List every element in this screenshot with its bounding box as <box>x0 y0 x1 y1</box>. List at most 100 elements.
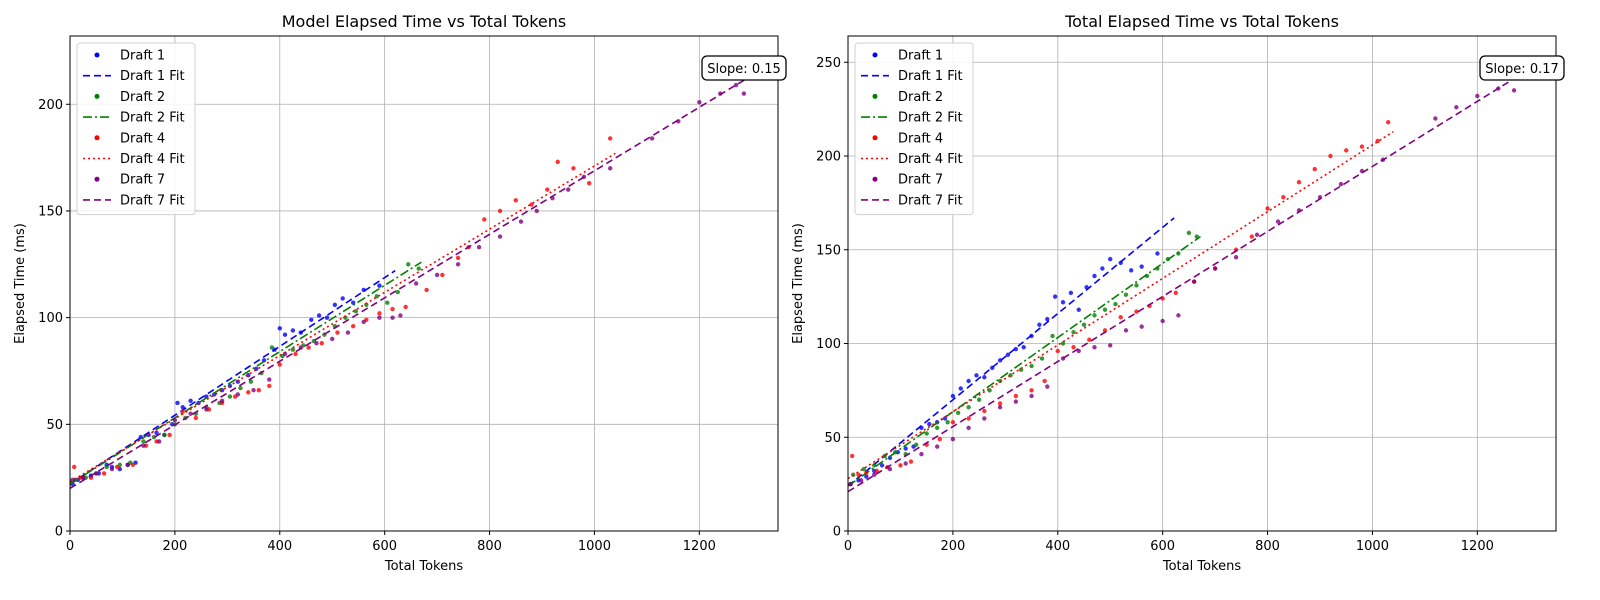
data-point <box>1029 363 1034 369</box>
slope-annotation: Slope: 0.17 <box>1479 55 1565 81</box>
data-point <box>395 289 400 295</box>
legend-marker <box>94 176 100 182</box>
data-point <box>1275 219 1281 224</box>
fit-line <box>69 261 422 485</box>
legend-entry: Draft 2 <box>872 90 943 105</box>
series-draft-1 <box>847 217 1175 487</box>
data-point <box>246 390 251 395</box>
x-axis-label: Total Tokens <box>384 559 463 574</box>
y-tick-label: 150 <box>816 243 841 258</box>
legend-marker <box>872 135 878 141</box>
x-tick-label: 0 <box>844 539 852 554</box>
chart-title: Total Elapsed Time vs Total Tokens <box>1064 12 1339 31</box>
x-tick-label: 1200 <box>1461 539 1494 554</box>
data-point <box>1359 144 1365 149</box>
data-point <box>374 294 379 299</box>
data-point <box>1281 195 1286 200</box>
data-point <box>1013 346 1019 352</box>
data-point <box>856 472 861 477</box>
legend-label: Draft 2 <box>898 90 943 105</box>
data-point <box>958 386 963 391</box>
data-point <box>887 455 893 461</box>
legend-label: Draft 4 Fit <box>120 152 185 167</box>
data-point <box>71 464 77 470</box>
legend: Draft 1 Draft 1 Fit Draft 2 Draft 2 Fit Draf… <box>76 42 196 216</box>
data-point <box>1092 313 1097 318</box>
data-point <box>697 99 702 105</box>
data-point <box>204 394 209 399</box>
x-tick-label: 400 <box>267 539 292 554</box>
y-tick-label: 50 <box>824 431 841 446</box>
x-tick-label: 800 <box>477 539 502 554</box>
data-point <box>741 91 747 96</box>
data-point <box>997 405 1003 410</box>
chart-panel-1: 0 200 400 600 800 1000 1200 0 50 100 150 200 Model E… <box>13 12 787 574</box>
data-point <box>966 378 971 384</box>
data-point <box>141 439 146 444</box>
legend-marker <box>872 93 878 99</box>
data-point <box>251 387 256 393</box>
data-point <box>1013 399 1019 404</box>
data-point <box>1076 307 1081 312</box>
x-tick-label: 1000 <box>578 539 611 554</box>
data-point <box>874 468 880 474</box>
fit-line <box>69 152 616 483</box>
data-point <box>966 416 971 421</box>
data-point <box>903 446 908 451</box>
legend-label: Draft 7 <box>120 173 165 188</box>
data-point <box>1134 309 1139 314</box>
data-point <box>1129 268 1134 273</box>
data-point <box>864 470 869 476</box>
annotation-box <box>701 55 787 81</box>
data-point <box>1050 333 1055 339</box>
legend-entry: Draft 1 <box>872 49 943 64</box>
data-point <box>1052 294 1058 299</box>
data-point <box>607 166 613 171</box>
data-point <box>566 187 571 192</box>
data-point <box>175 400 180 406</box>
chart-title: Model Elapsed Time vs Total Tokens <box>282 12 567 31</box>
data-point <box>125 462 130 468</box>
legend-label: Draft 2 Fit <box>120 111 185 126</box>
data-point <box>156 439 162 444</box>
data-point <box>950 436 956 442</box>
legend-entry: Draft 4 Fit <box>861 152 963 167</box>
data-point <box>1042 378 1047 384</box>
data-point <box>482 217 487 222</box>
data-point <box>1160 318 1165 324</box>
y-axis-label: Elapsed Time (ms) <box>13 223 28 344</box>
data-point <box>238 385 243 391</box>
data-point <box>109 466 115 472</box>
y-tick-label: 200 <box>816 150 841 165</box>
legend-entry: Draft 2 Fit <box>861 111 963 126</box>
data-point <box>193 415 199 421</box>
annotation-text: Slope: 0.17 <box>1485 62 1559 77</box>
series-draft-2 <box>847 230 1201 487</box>
data-point <box>1060 300 1066 305</box>
y-tick-label: 0 <box>833 525 841 540</box>
data-point <box>976 397 982 402</box>
data-point <box>1328 153 1333 159</box>
data-point <box>306 345 311 350</box>
annotation-text: Slope: 0.15 <box>707 62 781 77</box>
data-point <box>1265 206 1270 211</box>
data-point <box>377 283 382 288</box>
data-point <box>1254 232 1260 237</box>
data-point <box>1100 266 1105 271</box>
data-point <box>1087 337 1092 342</box>
data-point <box>180 409 185 414</box>
data-point <box>256 387 261 393</box>
data-point <box>1113 301 1118 307</box>
legend-marker <box>94 93 100 99</box>
legend-label: Draft 7 <box>898 173 943 188</box>
data-point <box>267 383 272 389</box>
data-point <box>277 326 282 331</box>
data-point <box>290 328 296 333</box>
data-point <box>545 187 550 192</box>
x-tick-label: 0 <box>66 539 74 554</box>
data-point <box>1037 322 1042 327</box>
data-point <box>246 373 251 378</box>
data-point <box>1081 322 1087 327</box>
data-point <box>227 394 233 399</box>
